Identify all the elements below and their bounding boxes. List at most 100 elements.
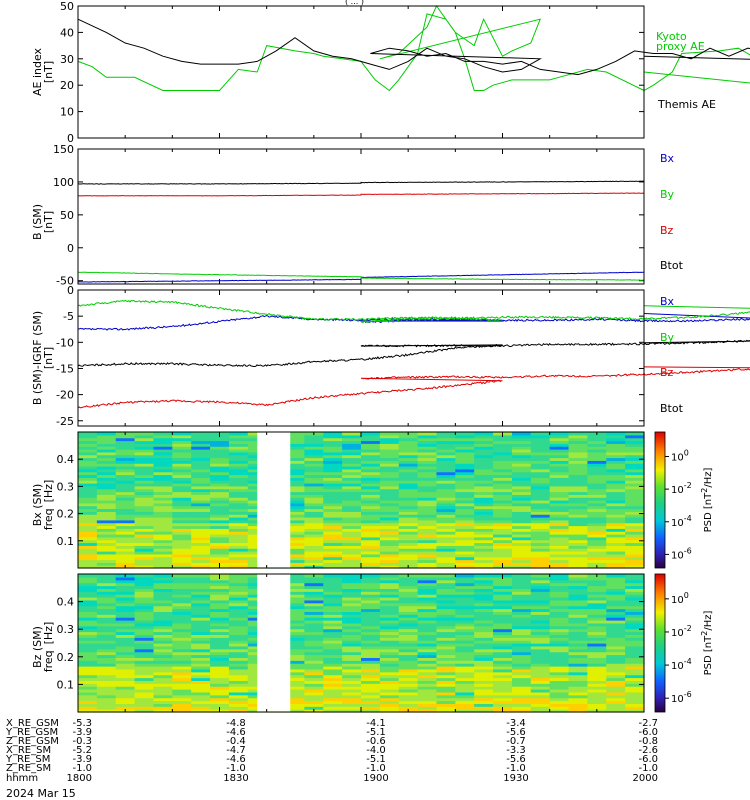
heat-cell (568, 432, 588, 436)
heat-cell (191, 611, 211, 615)
bsm-yunit: [nT] (42, 211, 55, 233)
heat-cell (511, 697, 532, 702)
heat-cell (474, 471, 494, 476)
heat-cell (228, 680, 249, 684)
heat-cell (606, 691, 626, 696)
heat-cell (568, 508, 588, 512)
heat-cell (153, 700, 173, 704)
heat-cell (96, 608, 117, 612)
heat-cell (115, 614, 136, 618)
heat-cell (455, 542, 475, 546)
heat-cell (323, 437, 343, 442)
heat-cell (530, 463, 551, 467)
heat-cell (172, 528, 192, 532)
heat-cell (361, 531, 381, 535)
heat-cell (493, 542, 513, 546)
heat-cell (78, 434, 98, 439)
heat-cell (474, 565, 494, 569)
heat-cell (568, 542, 588, 546)
heat-cell (625, 706, 645, 710)
heat-cell (78, 608, 98, 612)
heat-cell (379, 466, 400, 470)
heat-cell (96, 514, 117, 518)
heat-cell (172, 562, 192, 566)
heat-cell (587, 694, 607, 699)
y-tick-label: -15 (56, 362, 74, 375)
heat-cell (134, 677, 155, 681)
heat-cell (115, 449, 136, 453)
heat-cell (511, 553, 532, 558)
heat-cell (549, 617, 570, 621)
heat-cell (568, 446, 588, 450)
heat-cell (379, 502, 400, 507)
heat-cell (625, 620, 645, 624)
heat-cell (191, 553, 211, 558)
heat-cell (228, 551, 249, 555)
heat-cell (304, 599, 324, 604)
heat-cell (587, 585, 607, 589)
heat-cell (549, 457, 570, 461)
heat-cell (455, 466, 475, 470)
heat-cell (228, 599, 249, 604)
heat-cell (134, 485, 155, 490)
heat-cell (285, 674, 305, 679)
heat-cell (398, 640, 419, 644)
heat-cell (436, 591, 456, 595)
heat-cell (115, 620, 136, 624)
heat-cell (153, 457, 173, 461)
heat-cell (436, 608, 456, 612)
ephemeris-row-label: X_RE_GSM (6, 718, 59, 729)
heat-cell (493, 528, 513, 532)
heat-cell (134, 562, 155, 566)
heat-cell (417, 588, 438, 592)
heat-cell (511, 608, 532, 612)
heat-cell (78, 545, 98, 549)
heat-cell (191, 585, 211, 589)
ephemeris-value: -4.1 (366, 718, 386, 729)
heat-cell (115, 686, 136, 690)
series-line-btot (77, 180, 645, 185)
heat-cell (530, 488, 551, 493)
heat-cell (323, 709, 343, 713)
heat-cell (172, 582, 192, 587)
heat-cell (134, 551, 155, 555)
heat-cell (625, 686, 645, 690)
heat-cell (323, 488, 343, 493)
heat-cell (474, 689, 494, 693)
heat-cell (568, 525, 588, 529)
heat-cell (530, 697, 551, 702)
heat-cell (530, 440, 551, 444)
heat-cell (304, 457, 324, 461)
heat-cell (625, 574, 645, 578)
heat-cell (398, 551, 419, 555)
heat-cell (323, 594, 343, 598)
heat-cell (342, 686, 362, 690)
heat-cell (587, 643, 607, 647)
heat-cell (455, 680, 475, 684)
heat-cell (417, 471, 438, 476)
heat-cell (96, 694, 117, 699)
heat-cell (172, 505, 192, 510)
heat-cell (511, 605, 532, 610)
heat-cell (191, 579, 211, 584)
heat-cell (210, 531, 230, 535)
heat-cell (342, 488, 362, 493)
heat-cell (304, 508, 324, 512)
heat-cell (493, 611, 513, 615)
heat-cell (323, 548, 343, 552)
heat-cell (379, 697, 400, 702)
heat-cell (228, 468, 249, 473)
heat-cell (511, 485, 532, 490)
heat-cell (379, 671, 400, 676)
heat-cell (530, 460, 551, 464)
heat-cell (379, 706, 400, 710)
heat-cell (549, 582, 570, 587)
heat-cell (78, 548, 98, 552)
heat-cell (134, 605, 155, 610)
heat-cell (342, 500, 362, 504)
heat-cell (323, 585, 343, 589)
heat-cell (511, 466, 532, 470)
heat-cell (625, 528, 645, 532)
heat-cell (530, 508, 551, 512)
heat-cell (134, 594, 155, 598)
